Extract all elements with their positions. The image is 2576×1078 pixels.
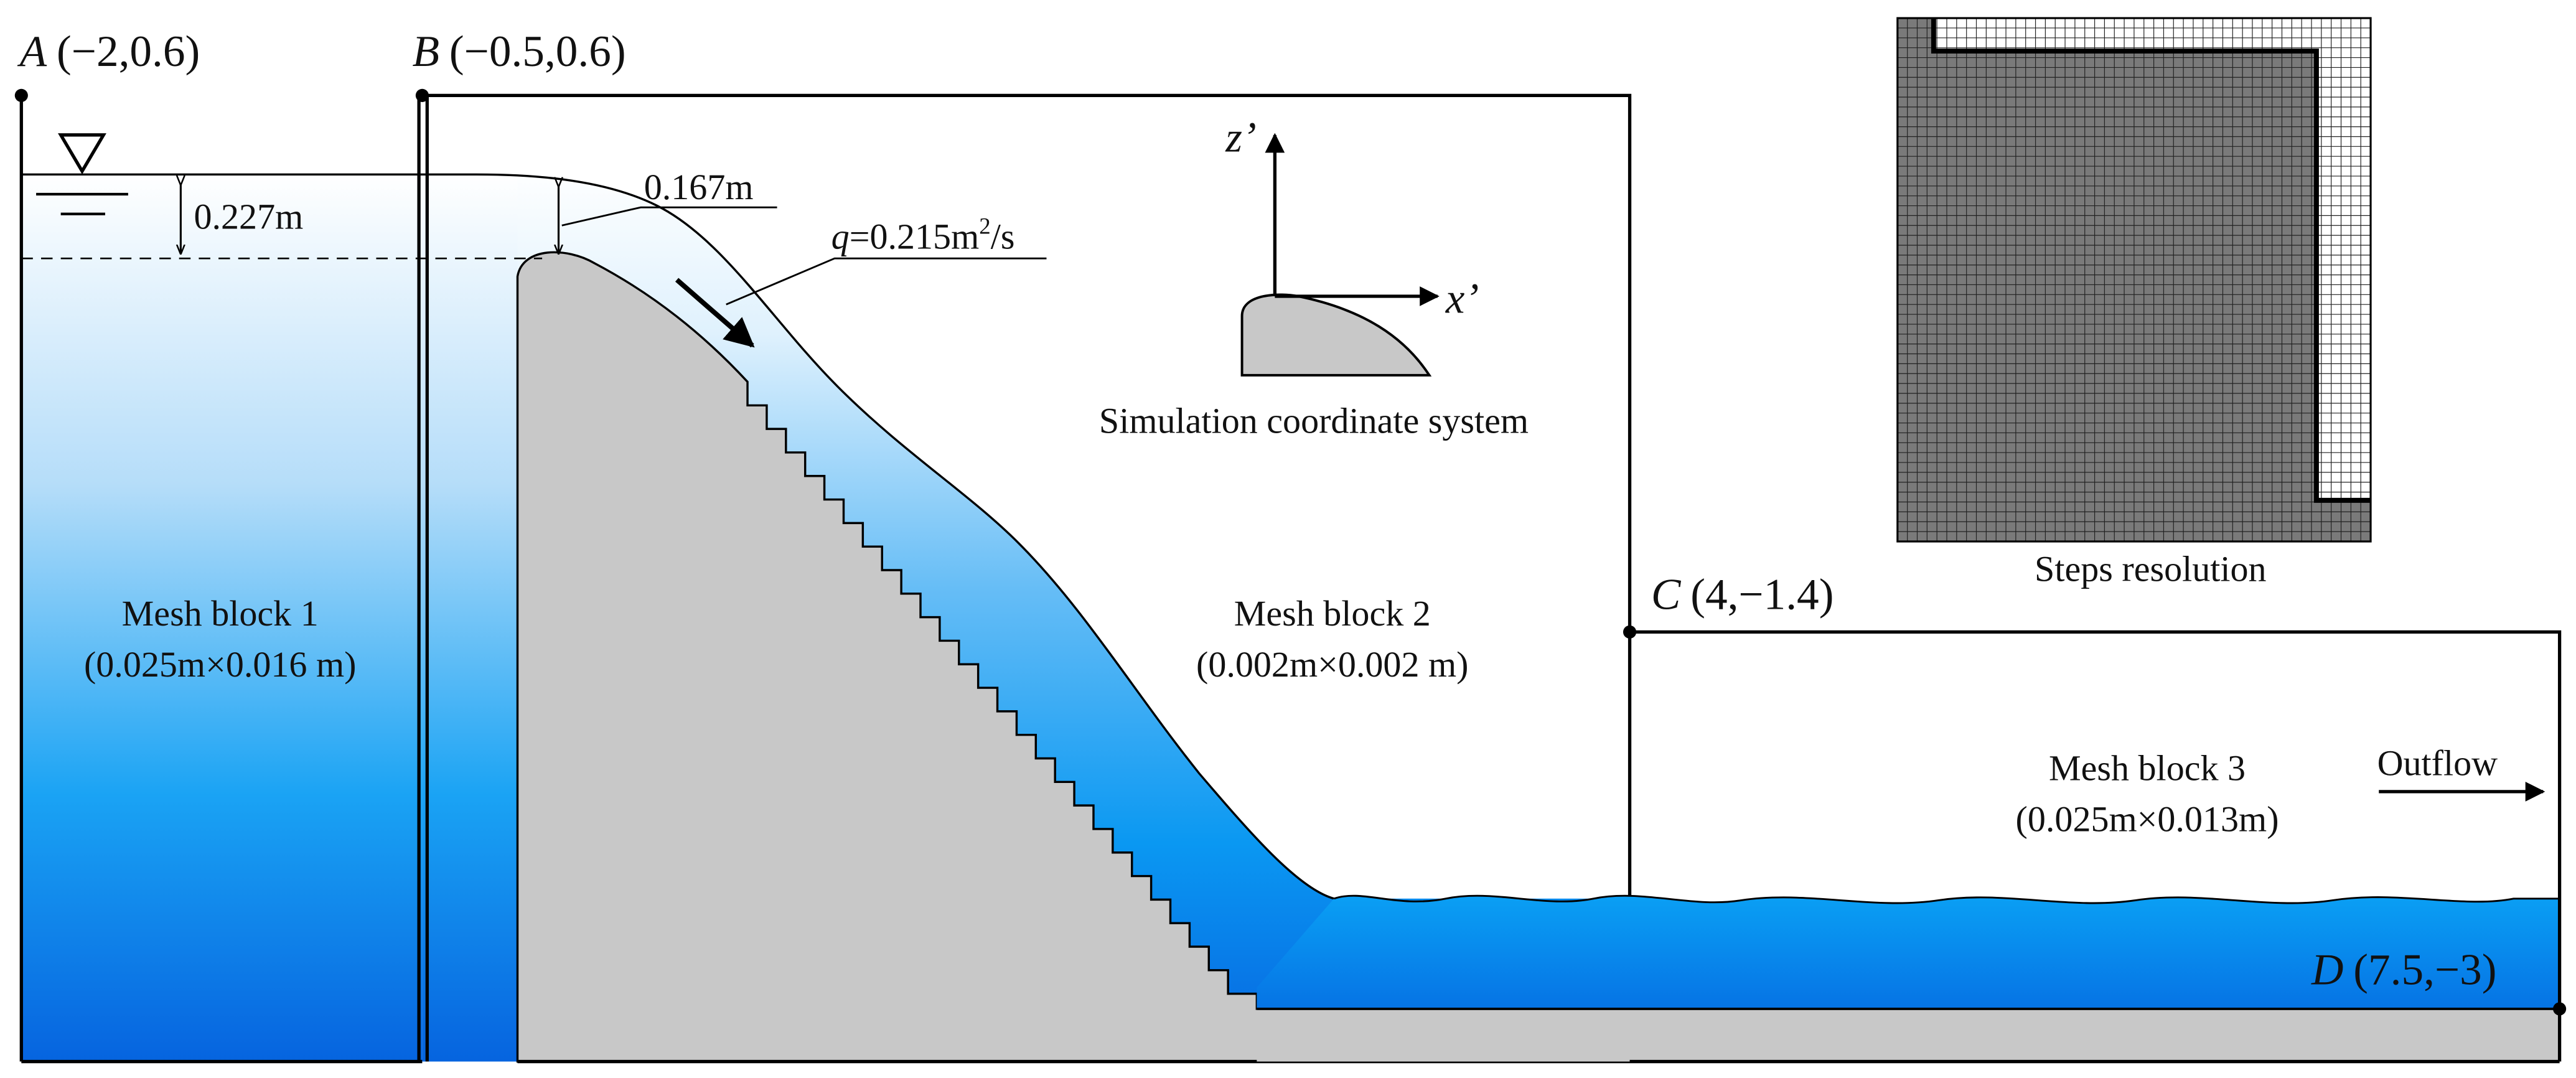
mesh-block-1-name: Mesh block 1 xyxy=(122,593,319,634)
coordinate-system-caption: Simulation coordinate system xyxy=(1099,400,1529,441)
mesh-block-2-region xyxy=(21,93,1632,1064)
point-c-label: C (4,−1.4) xyxy=(1651,569,1834,619)
block-3-outline xyxy=(1629,630,2562,1062)
mesh-block-3-region xyxy=(1257,630,2562,1064)
channel-bed xyxy=(1257,1008,2560,1062)
mesh-block-2-name: Mesh block 2 xyxy=(1234,593,1431,634)
discharge-label: q=0.215m2/s xyxy=(831,213,1015,256)
z-axis-label: z’ xyxy=(1225,113,1257,161)
flow-direction-arrow xyxy=(675,278,755,348)
point-d-label: D (7.5,−3) xyxy=(2311,945,2496,994)
point-b-label: B (−0.5,0.6) xyxy=(413,27,626,76)
inset-mesh-grid xyxy=(1897,18,2371,541)
tailwater xyxy=(1257,896,2560,1009)
point-a-label: A (−2,0.6) xyxy=(17,27,200,76)
x-axis-label: x’ xyxy=(1445,274,1479,322)
upstream-depth-label: 0.227m xyxy=(194,197,303,237)
inset-step-outline xyxy=(1931,18,2371,503)
point-c-marker xyxy=(1623,625,1637,639)
point-b-marker xyxy=(415,88,429,102)
outflow-label: Outflow xyxy=(2377,743,2498,783)
free-surface-line xyxy=(21,173,1334,900)
crest-depth-leader xyxy=(561,206,777,227)
coordinate-system-ogee-icon xyxy=(1240,293,1432,377)
mesh-block-1-size: (0.025m×0.016 m) xyxy=(84,644,357,685)
crest-depth-label: 0.167m xyxy=(644,167,754,207)
mesh-block-3-size: (0.025m×0.013m) xyxy=(2016,799,2279,839)
mesh-block-2-size: (0.002m×0.002 m) xyxy=(1196,644,1469,685)
block-2-outline xyxy=(427,93,1632,1062)
point-d-marker xyxy=(2553,1002,2567,1016)
water-level-icon xyxy=(36,133,128,215)
mesh-block-3-name: Mesh block 3 xyxy=(2049,748,2246,788)
steps-resolution-inset: Steps resolution xyxy=(1896,17,2372,589)
intake-water xyxy=(422,174,518,1062)
discharge-leader xyxy=(726,257,1047,306)
point-a-marker xyxy=(14,88,28,102)
inset-frame xyxy=(1896,17,2372,543)
stepped-spillway-structure xyxy=(516,251,1631,1063)
tailwater-surface-line xyxy=(1333,894,2560,904)
coordinate-system: z’ x’ Simulation coordinate system xyxy=(1099,113,1529,441)
reservoir-water xyxy=(21,174,423,1062)
mesh-block-1-region xyxy=(19,95,423,1064)
inset-caption: Steps resolution xyxy=(2035,548,2267,589)
